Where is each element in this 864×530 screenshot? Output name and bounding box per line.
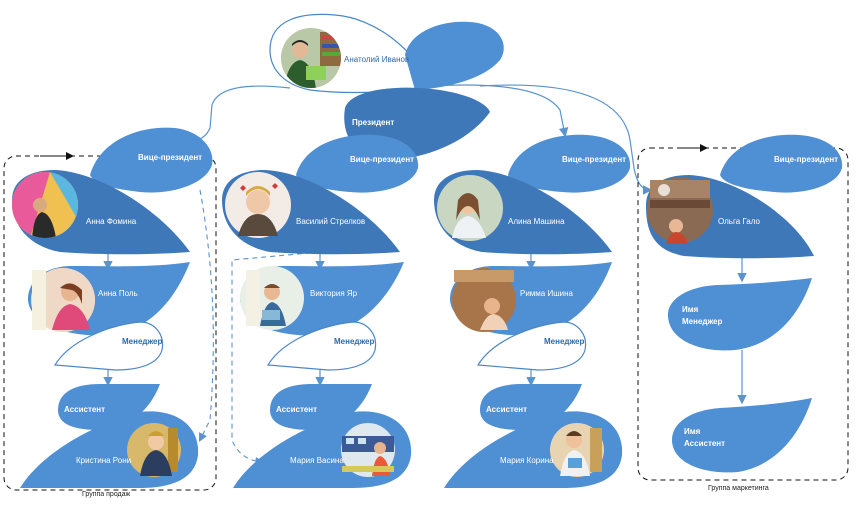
top-name: Анатолий Иванов (344, 55, 409, 64)
manager-title-3: Менеджер (544, 337, 584, 346)
column-3: Вице-президент Алина Машина Римма Ишина (434, 134, 631, 488)
vp-node-1[interactable]: Анна Фомина (12, 170, 190, 255)
assistant-title-2: Ассистент (276, 405, 317, 414)
manager-title-4: Менеджер (682, 317, 722, 326)
vp-name-1: Анна Фомина (86, 217, 137, 226)
assistant-person-node-1[interactable]: Кристина Рони (20, 411, 199, 488)
dashed-connectors (199, 189, 321, 466)
group-caption-4: Группа маркетинга (708, 485, 769, 492)
vp-title-4: Вице-президент (774, 155, 838, 164)
vp-photo-2 (238, 183, 278, 236)
column-4: Вице-президент Ольга Гало Имя Менеджер И… (646, 134, 843, 492)
member-photo-1 (31, 268, 95, 332)
top-photo (281, 28, 341, 88)
member-node-1[interactable]: Анна Поль (28, 262, 190, 336)
assistant-name-2: Мария Васина (290, 456, 344, 465)
manager-title-2: Менеджер (334, 337, 374, 346)
vp-node-4[interactable]: Ольга Гало (646, 175, 814, 259)
member-node-3[interactable]: Римма Ишина (450, 262, 612, 336)
assistant-node-2[interactable]: Ассистент (270, 384, 372, 430)
assistant-person-node-3[interactable]: Мария Корина (444, 411, 623, 488)
assistant-title-4: Ассистент (684, 439, 725, 448)
assistant-node-3[interactable]: Ассистент (480, 384, 582, 430)
assistant-name-3: Мария Корина (500, 456, 554, 465)
assistant-name-1: Кристина Рони (76, 456, 131, 465)
assistant-label-4: Имя (684, 427, 701, 436)
vp-title-3: Вице-президент (562, 155, 626, 164)
assistant-title-1: Ассистент (64, 405, 105, 414)
assistant-node-1[interactable]: Ассистент (58, 384, 160, 430)
group-caption-1: Группа продаж (82, 491, 131, 498)
manager-title-1: Менеджер (122, 337, 162, 346)
president-title: Президент (352, 118, 394, 127)
member-name-1: Анна Поль (98, 289, 138, 298)
assistant-photo-2 (342, 436, 394, 476)
vp-name-2: Василий Стрелков (296, 217, 365, 226)
vp-node-3[interactable]: Алина Машина (434, 170, 612, 255)
member-name-3: Римма Ишина (520, 289, 574, 298)
vp-photo-1 (12, 172, 78, 238)
column-2: Вице-президент Василий Стрелков (222, 134, 419, 488)
vp-title-shape-4[interactable]: Вице-президент (720, 134, 843, 193)
assistant-node-4[interactable]: Имя Ассистент (672, 398, 812, 473)
manager-node-2[interactable]: Менеджер (266, 321, 377, 371)
member-node-2[interactable]: Виктория Яр (240, 262, 404, 336)
assistant-photo-1 (140, 428, 178, 476)
member-photo-2 (246, 270, 286, 326)
manager-node-3[interactable]: Менеджер (476, 321, 587, 371)
vp-photo-3 (452, 193, 486, 238)
top-node[interactable]: Анатолий Иванов (269, 13, 504, 94)
member-photo-3 (454, 270, 514, 330)
manager-node-1[interactable]: Менеджер (53, 321, 164, 371)
vp-title-shape-3[interactable]: Вице-президент (508, 134, 631, 193)
member-name-2: Виктория Яр (310, 289, 358, 298)
manager-node-4[interactable]: Имя Менеджер (668, 278, 812, 351)
vp-node-2[interactable]: Василий Стрелков (222, 170, 400, 255)
vp-title-shape-1[interactable]: Вице-президент (90, 127, 213, 193)
assistant-title-3: Ассистент (486, 405, 527, 414)
vp-title-1: Вице-президент (138, 153, 202, 162)
assistant-photo-3 (560, 428, 602, 476)
column-1: Вице-президент Анна Фомина (12, 127, 213, 498)
vp-name-4: Ольга Гало (718, 217, 760, 226)
assistant-person-node-2[interactable]: Мария Васина (233, 411, 412, 488)
vp-name-3: Алина Машина (508, 217, 565, 226)
vp-title-2: Вице-президент (350, 155, 414, 164)
vp-photo-4 (650, 180, 710, 244)
vp-title-shape-2[interactable]: Вице-президент (296, 134, 419, 193)
manager-label-4: Имя (682, 305, 699, 314)
